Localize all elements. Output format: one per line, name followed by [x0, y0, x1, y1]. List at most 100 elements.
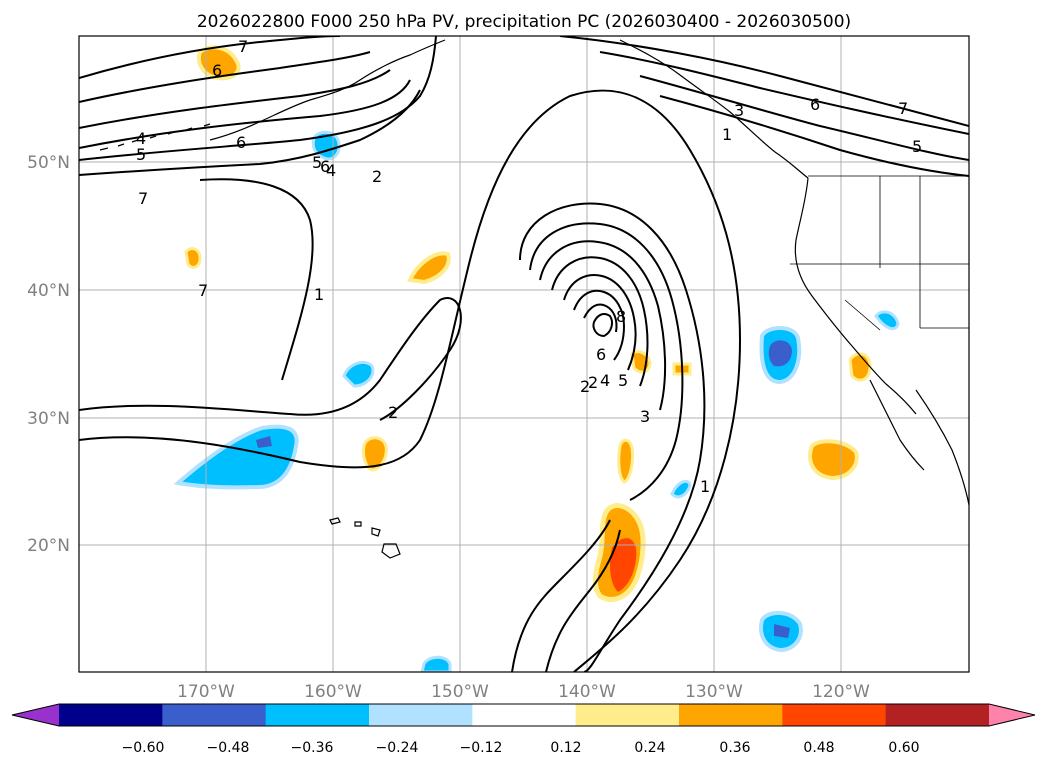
lon-label-130w: 130°W: [685, 682, 743, 702]
precip-patch-low-neg: [420, 655, 452, 672]
pv-contours: [79, 36, 969, 672]
colorbar-extend-high: [989, 704, 1035, 726]
us-state-borders: [790, 175, 969, 331]
contour-label: 2: [588, 373, 598, 392]
colorbar-tick-label: −0.36: [291, 740, 334, 756]
pv-contour-ridge-2: [79, 89, 421, 176]
lat-label-40: 40°N: [27, 281, 70, 301]
precip-patch-mid-pos: [407, 251, 451, 285]
contour-label: 6: [810, 95, 820, 114]
pv-contour-4-north: [79, 79, 411, 149]
contour-label: 1: [722, 125, 732, 144]
pv-contour-cutoff-5: [563, 274, 637, 371]
contour-label: 5: [912, 137, 922, 156]
colorbar-segment: [472, 704, 577, 726]
contour-label: 6: [320, 157, 330, 176]
figure-title: 2026022800 F000 250 hPa PV, precipitatio…: [197, 12, 851, 32]
colorbar-tick-label: 0.12: [550, 740, 581, 756]
pv-contour-cutoff-7: [583, 303, 618, 333]
lat-label-50: 50°N: [27, 153, 70, 173]
pv-contour-7-north: [79, 36, 341, 79]
alaska-coast: [209, 39, 446, 141]
contour-label: 6: [236, 133, 246, 152]
map-frame: [78, 35, 970, 673]
precip-patch-strong-core: [610, 538, 637, 592]
contour-label: 5: [312, 153, 322, 172]
precip-patch-east-pos: [808, 439, 859, 481]
pv-contour-cutoff-8: [592, 313, 613, 338]
pv-contour-6-north: [79, 51, 371, 103]
precip-patch-core: [256, 436, 272, 448]
pv-contour-east-4: [659, 95, 969, 177]
pv-contour-cutoff-6: [573, 289, 626, 361]
colorbar-tick-label: −0.60: [122, 740, 165, 756]
colorbar-segment: [59, 704, 163, 726]
contour-label: 4: [136, 129, 146, 148]
colorbar-outline: [11, 703, 1036, 727]
contour-label: 1: [700, 477, 710, 496]
colorbar: [11, 703, 1036, 727]
contour-label: 4: [600, 371, 610, 390]
precip-patch-sub-pos: [617, 438, 634, 484]
bc-coast: [619, 39, 809, 179]
precip-patch-coast-neg: [874, 310, 900, 331]
pv-contour-tail-1: [511, 519, 611, 672]
mexico-coast: [915, 389, 969, 506]
us-west-coast: [794, 177, 917, 415]
pv-contour-trough-outer: [79, 89, 742, 672]
contour-label: 6: [596, 345, 606, 364]
contour-label: 8: [616, 307, 626, 326]
contour-labels: 7 6 6 4 5 6 5 4 2 7 7 1 2 2 8 6 5 4 2 3 …: [136, 37, 922, 496]
lon-label-150w: 150°W: [431, 682, 489, 702]
colorbar-segment: [782, 704, 887, 726]
precip-patch-small-pos: [184, 247, 202, 269]
contour-label: 1: [314, 285, 324, 304]
colorbar-extend-low: [12, 704, 59, 726]
contour-label: 4: [326, 161, 336, 180]
pv-contour-east-7: [559, 36, 969, 127]
contour-label: 3: [640, 407, 650, 426]
contour-label: 7: [238, 37, 248, 56]
hawaii-islands: [329, 517, 401, 559]
pv-contour-5-north: [79, 69, 391, 129]
precip-patch-south-neg-core: [774, 624, 790, 638]
contour-label: 3: [734, 101, 744, 120]
contour-label: 2: [372, 167, 382, 186]
colorbar-segment: [575, 704, 680, 726]
precip-patch-pos-2: [362, 436, 388, 472]
contour-label: 7: [898, 99, 908, 118]
latitude-labels: 50°N 40°N 30°N 20°N: [27, 153, 70, 556]
colorbar-tick-label: 0.24: [634, 740, 665, 756]
coastlines: [99, 39, 969, 559]
pv-contour-1-ridge: [199, 178, 314, 381]
contour-label: 7: [138, 189, 148, 208]
lon-label-140w: 140°W: [558, 682, 616, 702]
colorbar-segment: [162, 704, 267, 726]
precip-patch-mid-neg: [342, 360, 375, 388]
colorbar-segment: [679, 704, 783, 726]
contour-label: 5: [618, 371, 628, 390]
lat-label-20: 20°N: [27, 536, 70, 556]
lat-label-30: 30°N: [27, 409, 70, 429]
contour-label: 6: [212, 61, 222, 80]
precipitation-shading: [173, 45, 900, 672]
colorbar-segment: [885, 704, 990, 726]
precip-patch-small-neg-2: [670, 479, 692, 499]
longitude-labels: 170°W 160°W 150°W 140°W 130°W 120°W: [177, 682, 870, 702]
colorbar-segment: [265, 704, 370, 726]
colorbar-tick-label: 0.36: [719, 740, 750, 756]
contour-label: 2: [580, 377, 590, 396]
precip-patch-east-neg-core: [768, 340, 792, 367]
gridlines: [79, 36, 969, 672]
colorbar-segment: [369, 704, 473, 726]
lon-label-160w: 160°W: [304, 682, 362, 702]
colorbar-tick-label: −0.24: [376, 740, 419, 756]
pv-contour-2-inner: [79, 297, 462, 421]
contour-label: 2: [388, 403, 398, 422]
pv-contour-east-6: [599, 51, 969, 135]
colorbar-tick-label: −0.48: [207, 740, 250, 756]
pv-contour-cutoff-3: [539, 240, 667, 411]
pv-contour-ridge-1: [79, 36, 437, 161]
pv-contour-east-5: [639, 75, 969, 161]
